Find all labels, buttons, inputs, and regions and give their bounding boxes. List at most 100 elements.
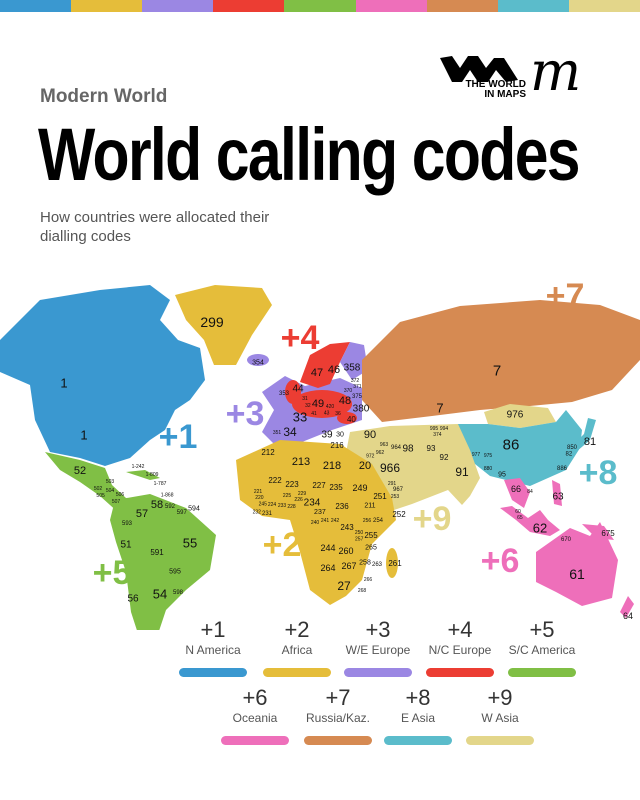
country-code-label: 226 bbox=[294, 497, 303, 503]
legend-code: +1 bbox=[200, 617, 226, 642]
country-code-label: 255 bbox=[364, 531, 378, 540]
country-code-label: 60 bbox=[515, 509, 521, 515]
country-code-label: 265 bbox=[365, 544, 377, 551]
legend-color-bar bbox=[304, 736, 372, 745]
country-code-label: 1-868 bbox=[161, 492, 174, 498]
region-finland bbox=[340, 342, 368, 380]
region-russia-kazakhstan bbox=[362, 300, 640, 422]
zone-label: +6 bbox=[481, 542, 520, 580]
country-code-label: 54 bbox=[153, 587, 167, 602]
country-code-label: 967 bbox=[393, 487, 404, 493]
country-code-label: 65 bbox=[517, 515, 523, 521]
landmasses bbox=[0, 285, 640, 630]
color-strip bbox=[0, 0, 640, 12]
country-code-label: 57 bbox=[136, 508, 148, 520]
region-central-europe bbox=[292, 390, 352, 418]
country-code-label: 972 bbox=[366, 453, 375, 459]
country-code-label: 963 bbox=[380, 442, 389, 448]
country-code-label: 227 bbox=[312, 481, 326, 490]
country-code-label: 213 bbox=[292, 456, 310, 468]
region-iceland bbox=[247, 354, 269, 366]
country-code-label: 228 bbox=[287, 504, 296, 510]
country-code-label: 261 bbox=[388, 559, 402, 568]
country-code-label: 224 bbox=[268, 502, 277, 508]
zone-label: +5 bbox=[93, 554, 132, 592]
country-code-label: 670 bbox=[561, 537, 572, 543]
country-code-label: 504 bbox=[106, 488, 115, 494]
country-code-label: 594 bbox=[188, 505, 200, 512]
country-code-label: 47 bbox=[311, 367, 323, 379]
country-code-label: 975 bbox=[484, 453, 493, 459]
legend-code: +8 bbox=[405, 685, 431, 710]
region-uk bbox=[285, 380, 301, 404]
region-australia bbox=[536, 522, 618, 606]
legend-label: S/C America bbox=[508, 643, 576, 657]
country-code-label: 66 bbox=[511, 484, 521, 494]
country-code-label: 268 bbox=[358, 588, 367, 594]
country-code-label: 966 bbox=[380, 461, 400, 475]
strip-segment bbox=[497, 0, 569, 12]
country-code-label: 1-242 bbox=[132, 464, 145, 470]
zone-label: +1 bbox=[159, 418, 198, 456]
country-code-label: 245 bbox=[259, 502, 268, 508]
legend-label: W/E Europe bbox=[345, 643, 411, 657]
country-code-label: 229 bbox=[298, 491, 307, 497]
country-code-label: 256 bbox=[363, 518, 372, 524]
strip-segment bbox=[142, 0, 214, 12]
legend-color-bar bbox=[179, 668, 247, 677]
legend-code: +5 bbox=[529, 617, 555, 642]
country-code-label: 52 bbox=[74, 465, 86, 477]
country-code-label: 233 bbox=[278, 503, 287, 509]
region-indonesia bbox=[500, 506, 560, 536]
country-code-label: 41 bbox=[311, 411, 317, 417]
country-code-label: 34 bbox=[283, 425, 297, 439]
country-code-label: 32 bbox=[305, 403, 311, 409]
country-code-label: 252 bbox=[392, 510, 406, 519]
country-code-label: 675 bbox=[601, 529, 615, 538]
region-scandinavia bbox=[300, 342, 350, 388]
zone-labels: +1 +2 +3 +4 +5 +6 +7 +8 +9 bbox=[93, 277, 618, 592]
country-code-label: 354 bbox=[252, 359, 264, 366]
country-code-label: 39 bbox=[321, 430, 333, 441]
region-caribbean bbox=[126, 470, 160, 480]
zone-label: +2 bbox=[263, 526, 302, 564]
country-code-label: 240 bbox=[311, 520, 320, 526]
country-code-label: 30 bbox=[336, 431, 344, 438]
country-code-label: 58 bbox=[151, 499, 163, 511]
logo-text: THE WORLD IN MAPS bbox=[465, 79, 526, 100]
zone-label: +9 bbox=[413, 500, 452, 538]
country-code-label: 249 bbox=[352, 483, 367, 493]
country-code-label: 43 bbox=[324, 410, 330, 416]
country-code-label: 994 bbox=[440, 426, 449, 432]
region-se-asia bbox=[504, 478, 530, 508]
country-code-label: 91 bbox=[455, 465, 469, 479]
country-code-label: 55 bbox=[183, 536, 197, 551]
region-philippines bbox=[552, 480, 562, 506]
country-code-label: 225 bbox=[283, 493, 292, 499]
legend-label: W Asia bbox=[481, 711, 519, 725]
country-code-label: 257 bbox=[355, 537, 364, 543]
country-code-label: 374 bbox=[433, 432, 442, 438]
country-code-label: 51 bbox=[120, 540, 132, 551]
country-code-label: 27 bbox=[337, 579, 351, 593]
legend-label: E Asia bbox=[400, 711, 436, 725]
country-code-label: 1-787 bbox=[154, 481, 167, 487]
zone-label: +8 bbox=[579, 454, 618, 492]
country-code-label: 964 bbox=[391, 445, 402, 451]
region-japan-korea bbox=[570, 418, 596, 452]
strip-segment bbox=[568, 0, 640, 12]
country-code-label: 1-809 bbox=[146, 472, 159, 478]
country-code-label: 592 bbox=[165, 504, 176, 510]
legend-code: +3 bbox=[365, 617, 391, 642]
country-code-label: 63 bbox=[552, 492, 564, 503]
world-map: +1 +2 +3 +4 +5 +6 +7 +8 +9 7 86 299 61 1 1 55 54 33 7 62 34… bbox=[0, 277, 640, 630]
country-code-label: 291 bbox=[388, 481, 397, 487]
country-code-label: 358 bbox=[344, 363, 361, 374]
legend-label: N America bbox=[185, 643, 241, 657]
legend-label: N/C Europe bbox=[428, 643, 492, 657]
legend-color-bar bbox=[263, 668, 331, 677]
region-china bbox=[458, 410, 582, 486]
legend-code: +7 bbox=[325, 685, 351, 710]
country-code-label: 33 bbox=[293, 410, 307, 425]
country-code-label: 7 bbox=[436, 401, 443, 416]
